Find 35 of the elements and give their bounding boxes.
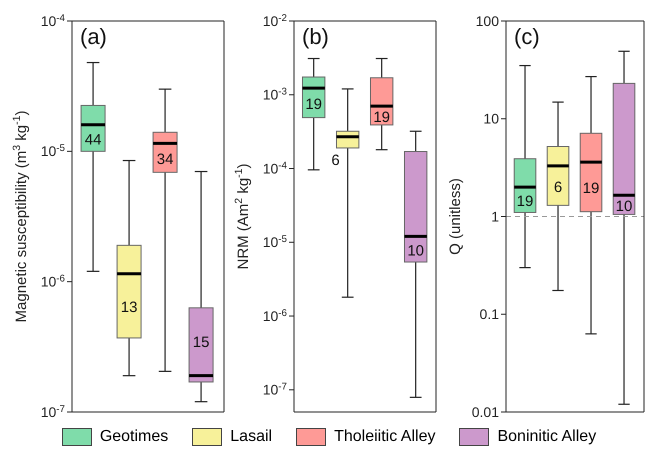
annotation: 19: [373, 108, 390, 126]
chart-title: (c): [514, 24, 540, 50]
legend-label: Geotimes: [100, 428, 168, 446]
annotation: 19: [582, 180, 600, 198]
y-tick-label: 10: [483, 110, 500, 127]
annotation: 6: [554, 178, 562, 196]
y-tick-label: 10$^{-4}$: [262, 160, 288, 176]
y-tick-label: 10$^{-7}$: [262, 381, 287, 398]
annotation: 44: [84, 131, 102, 148]
y-tick-label: 10$^{-7}$: [40, 403, 65, 420]
y-tick-label: 10$^{-2}$: [262, 12, 287, 29]
annotation: 10: [407, 242, 424, 260]
chart-title: (b): [302, 24, 329, 50]
y-tick-label: 10$^{-5}$: [40, 142, 66, 160]
y-tick-label: 10$^{-3}$: [262, 86, 288, 103]
y-tick-label: 10$^{-6}$: [40, 273, 66, 290]
legend-label: Tholeiitic Alley: [334, 428, 436, 446]
annotation: 15: [192, 334, 210, 351]
annotation: 13: [120, 299, 138, 316]
annotation: 10: [616, 198, 632, 216]
legend-label: Lasail: [230, 428, 272, 446]
annotation: 19: [516, 193, 534, 210]
annotation: 19: [305, 96, 322, 114]
annotation: 6: [331, 152, 340, 170]
y-tick-label: 0.1: [480, 306, 500, 322]
annotation: 34: [156, 151, 174, 168]
y-tick-label: 10$^{-6}$: [262, 307, 288, 324]
y-axis-title: Q (unitless): [447, 178, 464, 255]
legend-label: Boninitic Alley: [497, 428, 596, 446]
y-tick-label: 1: [491, 208, 500, 224]
y-tick-label: 10$^{-5}$: [262, 234, 288, 250]
chart-title: (a): [80, 24, 107, 50]
y-tick-label: 100: [476, 12, 500, 29]
y-tick-label: 10$^{-4}$: [40, 12, 66, 29]
y-tick-label: 0.01: [472, 404, 500, 420]
